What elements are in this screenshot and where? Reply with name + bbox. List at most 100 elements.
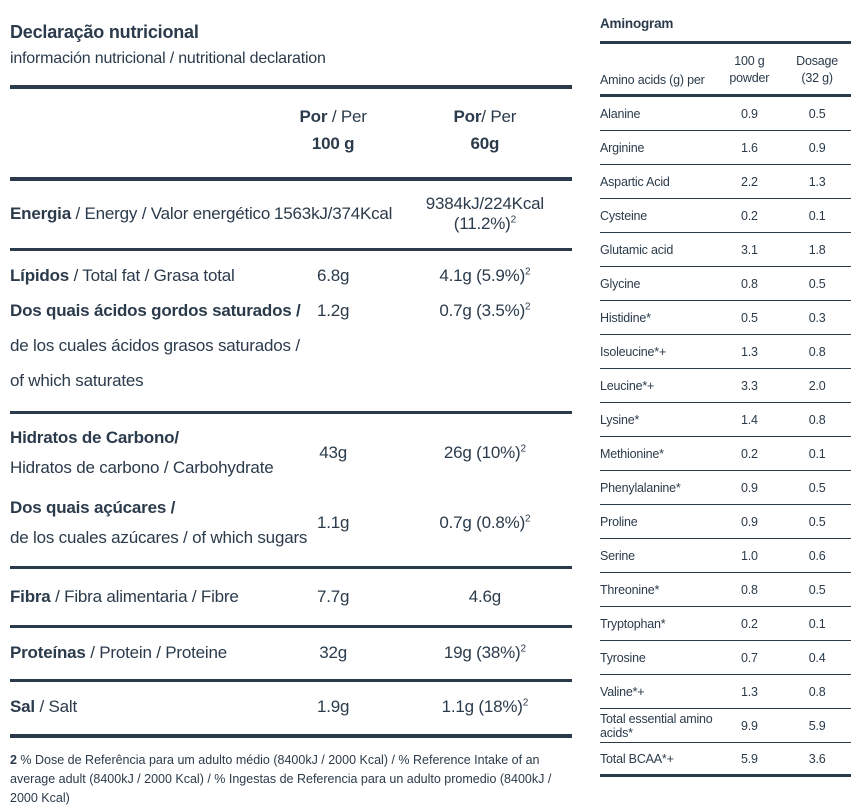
amino-name: Leucine*+ [600,378,655,393]
per-60g-bold: Por [453,107,482,126]
amino-name: Methionine* [600,446,664,461]
aminogram-header-100g: 100 g powder [729,54,770,85]
amino-acid-row: Threonine* 0.8 0.5 [600,573,851,607]
amino-acid-row: Glycine 0.8 0.5 [600,267,851,301]
energy-value-100g: 1563kJ/374Kcal [274,204,393,223]
amino-100g-value: 0.2 [740,616,758,631]
amino-32g-value: 0.5 [808,276,826,291]
footnote-ref: 2 [520,443,527,455]
header-spacer [10,103,269,157]
amino-name: Histidine* [600,310,651,325]
fat-total-60g: 4.1g (5.9%)2 [439,266,531,285]
amino-name: Tyrosine [600,650,646,665]
amino-32g-value: 0.8 [808,684,826,699]
amino-100g-value: 9.9 [740,718,758,733]
amino-32g-value: 0.3 [808,310,826,325]
amino-100g-value: 0.8 [740,276,758,291]
per-60g-qty: 60g [470,134,500,153]
aminogram-title: Aminogram [600,16,851,44]
nutrition-row-fat: Lípidos / Total fat / Grasa total Dos qu… [10,251,572,414]
amino-acid-row: Cysteine 0.2 0.1 [600,199,851,233]
aminogram-header-dosage: Dosage (32 g) [796,54,839,85]
amino-100g-value: 0.2 [740,446,758,461]
amino-name: Glycine [600,276,641,291]
amino-100g-value: 0.7 [740,650,758,665]
amino-32g-value: 0.1 [808,446,826,461]
amino-32g-value: 0.5 [808,514,826,529]
amino-acid-row: Isoleucine*+ 1.3 0.8 [600,335,851,369]
amino-32g-value: 0.5 [808,480,826,495]
amino-name: Total essential amino acids* [600,711,713,740]
protein-label: Proteínas / Protein / Proteine [10,643,227,662]
amino-acid-row: Leucine*+ 3.3 2.0 [600,369,851,403]
amino-name: Glutamic acid [600,242,674,257]
per-100g-bold: Por [299,107,328,126]
fibre-label: Fibra / Fibra alimentaria / Fibre [10,587,239,606]
amino-acid-row: Proline 0.9 0.5 [600,505,851,539]
carb-value-100g: 43g [319,443,348,462]
amino-acid-row: Total essential amino acids* 9.9 5.9 [600,709,851,743]
amino-name: Arginine [600,140,645,155]
amino-32g-value: 1.8 [808,242,826,257]
amino-32g-value: 0.9 [808,140,826,155]
salt-value-100g: 1.9g [316,697,350,716]
amino-name: Tryptophan* [600,616,666,631]
fat-total-100g: 6.8g [316,266,350,285]
amino-name: Phenylalanine* [600,480,681,495]
nutrition-row-protein: Proteínas / Protein / Proteine 32g 19g (… [10,628,572,682]
amino-100g-value: 0.2 [740,208,758,223]
amino-32g-value: 1.3 [808,174,826,189]
amino-acid-row: Total BCAA*+ 5.9 3.6 [600,743,851,777]
amino-name: Lysine* [600,412,640,427]
nutrition-declaration-panel: Declaração nutricional información nutri… [10,22,572,808]
amino-100g-value: 0.5 [740,310,758,325]
fibre-value-60g: 4.6g [468,587,502,606]
amino-name: Serine [600,548,635,563]
carb-value-60g: 26g (10%)2 [443,443,527,462]
nutrition-subtitle: información nutricional / nutritional de… [10,50,326,67]
per-100g-regular: / Per [327,107,367,126]
amino-100g-value: 0.9 [740,480,758,495]
aminogram-panel: Aminogram Amino acids (g) per 100 g powd… [600,16,851,777]
footnote-ref: 2 [525,513,531,525]
amino-100g-value: 1.3 [740,684,758,699]
footnote-ref: 2 [510,214,517,226]
fat-values-60g: 4.1g (5.9%)2 0.7g (3.5%)2 [398,258,572,398]
fat-saturates-100g: 1.2g [316,301,350,320]
amino-100g-value: 1.4 [740,412,758,427]
carb-sugars-subrow: Dos quais açúcares / de los cuales azúca… [10,488,572,558]
amino-32g-value: 0.1 [808,616,826,631]
column-header-per-100g: Por / Per 100 g [269,103,398,157]
energy-value-60g: 9384kJ/224Kcal (11.2%)2 [425,194,544,233]
energy-label: Energia / Energy / Valor energético [10,204,271,223]
amino-100g-value: 0.8 [740,582,758,597]
amino-32g-value: 3.6 [808,751,826,766]
amino-acid-row: Alanine 0.9 0.5 [600,97,851,131]
amino-name: Proline [600,514,638,529]
sugar-labels: Dos quais açúcares / de los cuales azúca… [10,498,308,547]
amino-32g-value: 2.0 [808,378,826,393]
footnote-ref: 2 [525,301,531,313]
amino-acid-row: Phenylalanine* 0.9 0.5 [600,471,851,505]
footnote-text: % Dose de Referência para um adulto médi… [10,753,552,805]
amino-100g-value: 0.9 [740,106,758,121]
amino-32g-value: 5.9 [808,718,826,733]
amino-100g-value: 0.9 [740,514,758,529]
amino-name: Cysteine [600,208,648,223]
nutrition-row-carbohydrate: Hidratos de Carbono/ Hidratos de carbono… [10,414,572,569]
amino-acid-row: Aspartic Acid 2.2 1.3 [600,165,851,199]
amino-acid-row: Histidine* 0.5 0.3 [600,301,851,335]
aminogram-rows: Alanine 0.9 0.5 Arginine 1.6 0.9 Asparti… [600,97,851,777]
amino-acid-row: Valine*+ 1.3 0.8 [600,675,851,709]
amino-acid-row: Tryptophan* 0.2 0.1 [600,607,851,641]
amino-32g-value: 0.5 [808,582,826,597]
amino-32g-value: 0.8 [808,344,826,359]
nutrition-header-row: Por / Per 100 g Por/ Per 60g [10,89,572,181]
protein-value-60g: 19g (38%)2 [443,643,526,662]
amino-name: Total BCAA*+ [600,751,674,766]
footnote-ref: 2 [525,266,531,278]
column-header-per-60g: Por/ Per 60g [398,103,572,157]
aminogram-header-name: Amino acids (g) per [600,73,705,87]
amino-100g-value: 1.3 [740,344,758,359]
